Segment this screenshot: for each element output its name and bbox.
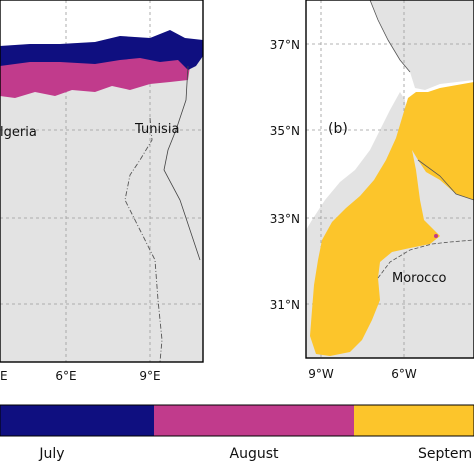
left-map-sea: [0, 0, 203, 46]
left-x-tick-label: 6°E: [55, 369, 76, 383]
right-y-tick-label: 33°N: [270, 212, 300, 226]
colorbar: July August Septem: [0, 404, 474, 462]
right-august-spot: [434, 234, 438, 238]
colorbar-segment-july: [0, 405, 154, 436]
left-map-frame: [0, 0, 204, 363]
right-panel-label: (b): [328, 121, 348, 137]
right-iberia-coast: [369, 0, 411, 73]
colorbar-segment-september: [354, 405, 474, 436]
right-map-panel: (b) Morocco 37°N 35°N 33°N 31°N 9°W 6°W: [270, 0, 474, 381]
right-map-frame: [305, 0, 474, 359]
right-coast-line: [417, 159, 474, 201]
left-tunisia-coast: [163, 65, 201, 261]
right-y-tick-label: 37°N: [270, 38, 300, 52]
right-x-tick-label: 6°W: [391, 367, 417, 381]
right-country-label-morocco: Morocco: [392, 271, 446, 286]
left-border-algeria-tunisia: [124, 117, 163, 363]
left-country-label-tunisia: Tunisia: [134, 122, 179, 137]
left-map-panel: lgeria Tunisia E 6°E 9°E: [0, 0, 204, 383]
left-august-region: [0, 56, 190, 98]
left-july-region: [0, 30, 203, 70]
left-x-tick-label: 9°E: [139, 369, 160, 383]
right-border-line: [377, 239, 474, 279]
right-y-tick-label: 35°N: [270, 124, 300, 138]
right-y-tick-label: 31°N: [270, 298, 300, 312]
right-map-sea: [306, 0, 474, 230]
colorbar-label-september: Septem: [418, 446, 472, 462]
colorbar-frame: [0, 404, 474, 437]
colorbar-segment-august: [154, 405, 354, 436]
right-x-tick-label: 9°W: [308, 367, 334, 381]
colorbar-label-july: July: [38, 446, 64, 462]
colorbar-label-august: August: [230, 446, 280, 462]
left-country-label-algeria: lgeria: [0, 125, 37, 140]
right-september-region: [310, 82, 474, 356]
left-x-tick-label: E: [0, 369, 8, 383]
